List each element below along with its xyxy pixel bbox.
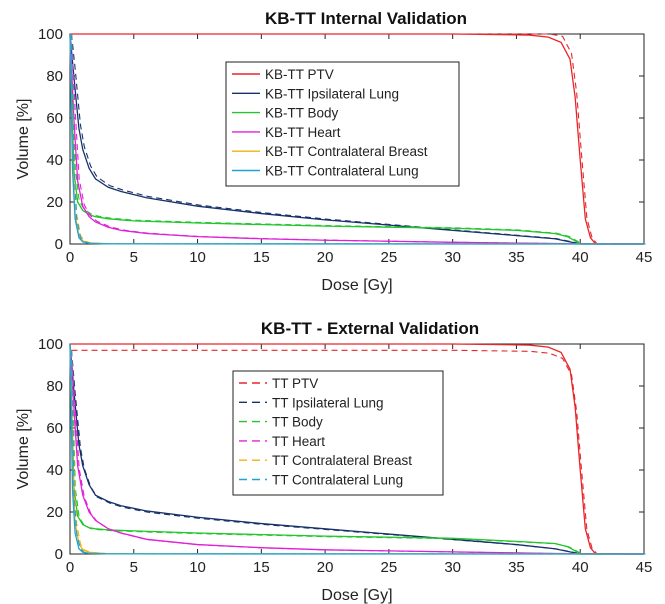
series-line-dashed-5 (70, 33, 646, 245)
series-line-dashed-3 (70, 33, 646, 245)
x-tick-label: 25 (381, 559, 398, 576)
x-tick-label: 5 (130, 249, 138, 266)
series-line-3 (69, 33, 645, 245)
legend-label: TT Contralateral Breast (272, 453, 412, 468)
x-tick-label: 40 (572, 249, 589, 266)
y-tick-label: 80 (46, 68, 63, 85)
chart-title: KB-TT Internal Validation (265, 9, 467, 28)
y-axis-label: Volume [%] (15, 409, 32, 490)
y-tick-label: 40 (46, 462, 63, 479)
series-line-2 (69, 33, 644, 245)
x-tick-label: 30 (444, 559, 461, 576)
x-tick-label: 0 (66, 249, 74, 266)
x-tick-label: 15 (253, 559, 270, 576)
legend-box (225, 61, 460, 187)
x-tick-label: 5 (130, 559, 138, 576)
series-line-dashed-1 (70, 350, 646, 555)
legend-label: TT Heart (272, 434, 325, 449)
series-line-dashed-5 (70, 350, 646, 555)
y-tick-label: 0 (55, 546, 63, 563)
y-tick-label: 20 (46, 194, 63, 211)
legend-label: TT Ipsilateral Lung (272, 395, 384, 410)
legend-label: KB-TT Contralateral Breast (265, 144, 428, 159)
series-line-0 (70, 343, 644, 555)
legend-label: KB-TT Heart (265, 125, 341, 140)
legend-label: TT PTV (272, 376, 318, 391)
y-tick-label: 0 (55, 236, 63, 253)
x-tick-label: 20 (317, 559, 334, 576)
chart-title: KB-TT - External Validation (261, 319, 479, 338)
x-tick-label: 35 (508, 249, 525, 266)
x-tick-label: 35 (508, 559, 525, 576)
series-line-dashed-2 (70, 350, 646, 555)
y-tick-label: 80 (46, 378, 63, 395)
legend-label: KB-TT Body (265, 106, 339, 121)
legend: KB-TT PTV KB-TT Ipsilateral Lung KB-TT Bod… (225, 61, 460, 187)
x-tick-label: 40 (572, 559, 589, 576)
legend-label: KB-TT Ipsilateral Lung (265, 86, 399, 101)
legend: TT PTV TT Ipsilateral Lung TT Body TT Heart… (232, 370, 444, 496)
legend-label: TT Contralateral Lung (272, 473, 403, 488)
x-axis-label: Dose [Gy] (321, 587, 392, 604)
chart-external-validation: KB-TT - External Validation 0 5 10 15 20 25 30… (15, 319, 652, 604)
x-tick-label: 25 (381, 249, 398, 266)
series-line-2 (69, 343, 644, 555)
legend-box (232, 370, 444, 496)
legend-label: KB-TT PTV (265, 67, 334, 82)
x-tick-label: 0 (66, 559, 74, 576)
x-tick-label: 10 (189, 249, 206, 266)
x-axis-label: Dose [Gy] (321, 277, 392, 294)
y-tick-label: 60 (46, 420, 63, 437)
y-tick-label: 60 (46, 110, 63, 127)
legend-label: KB-TT Contralateral Lung (265, 164, 419, 179)
y-tick-label: 20 (46, 504, 63, 521)
y-tick-label: 100 (38, 336, 63, 353)
x-tick-label: 45 (636, 249, 653, 266)
series-line-dashed-0 (71, 33, 646, 245)
series-line-0 (70, 33, 644, 245)
x-tick-label: 10 (189, 559, 206, 576)
legend-label: TT Body (272, 415, 323, 430)
series-line-dashed-1 (70, 33, 646, 245)
y-tick-label: 40 (46, 152, 63, 169)
y-tick-label: 100 (38, 26, 63, 43)
x-tick-label: 20 (317, 249, 334, 266)
chart-internal-validation: KB-TT Internal Validation 0 5 10 15 20 25 30 35… (15, 9, 652, 294)
x-tick-label: 30 (444, 249, 461, 266)
x-tick-label: 15 (253, 249, 270, 266)
x-tick-label: 45 (636, 559, 653, 576)
series-line-dashed-3 (70, 350, 646, 555)
y-axis-label: Volume [%] (15, 99, 32, 180)
